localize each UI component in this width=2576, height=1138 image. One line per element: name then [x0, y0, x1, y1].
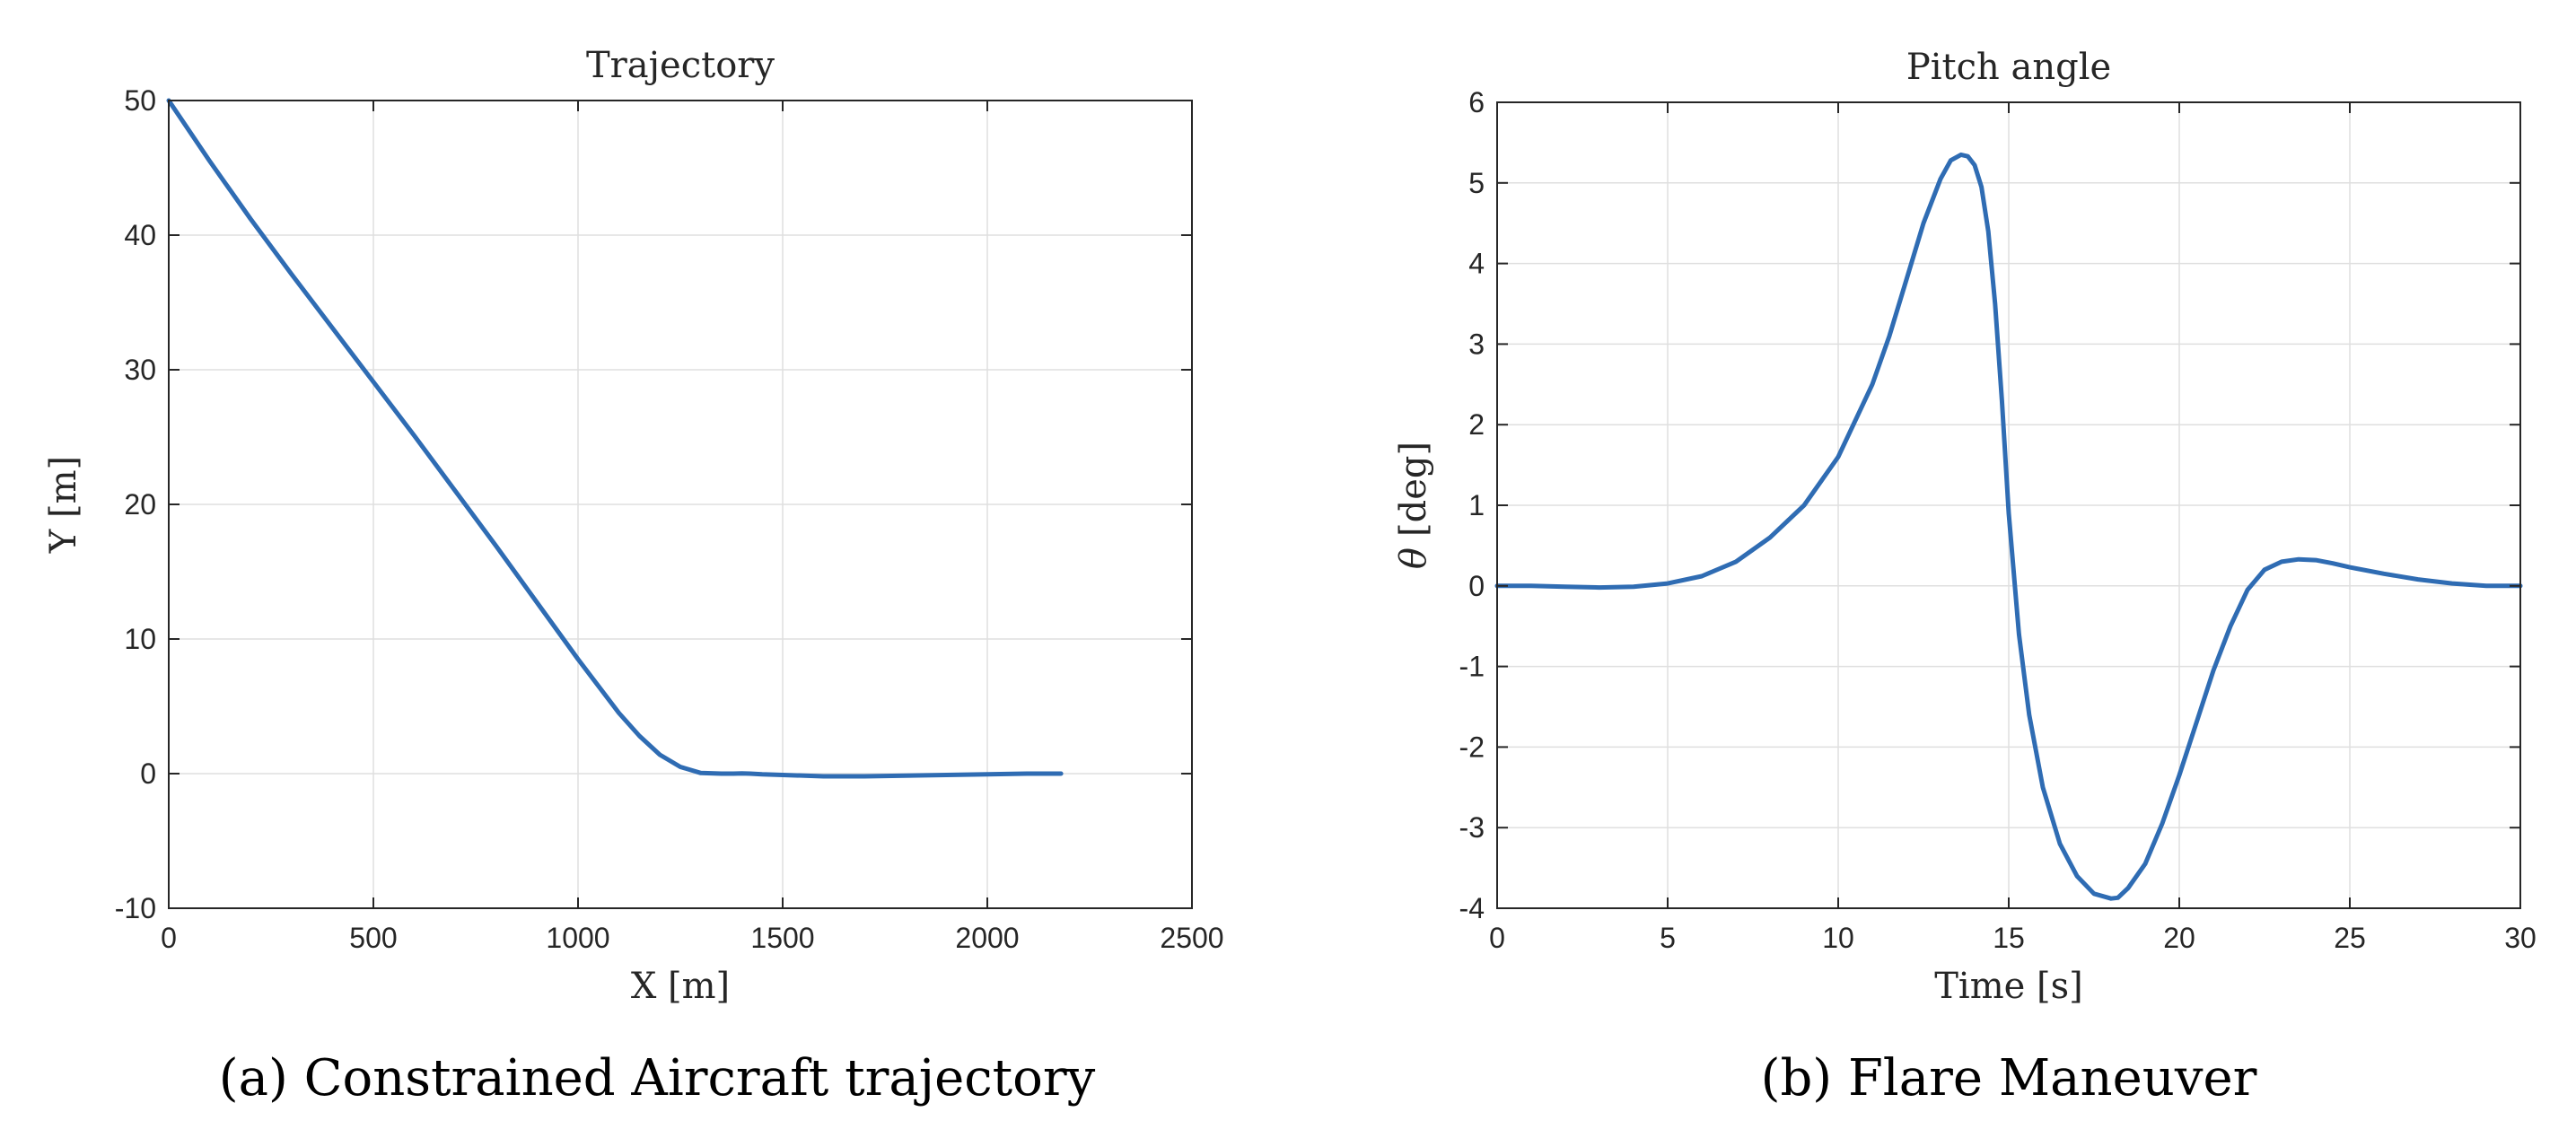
chart-b-ylabel-unit: [deg]	[1393, 442, 1434, 537]
y-tick-label: 1	[1468, 489, 1485, 521]
chart-a-xlabel: X [m]	[631, 966, 730, 1007]
series-line-0	[166, 98, 1064, 779]
y-tick-label: -4	[1459, 892, 1485, 924]
y-tick-label: -3	[1459, 811, 1485, 844]
y-tick-label: 20	[124, 488, 156, 521]
y-tick-label: 6	[1468, 86, 1485, 118]
y-tick-label: 50	[124, 84, 156, 117]
y-tick-label: 0	[1468, 570, 1485, 602]
x-tick-label: 0	[161, 922, 177, 954]
y-tick-label: 3	[1468, 328, 1485, 360]
y-tick-label: 5	[1468, 167, 1485, 199]
x-tick-label: 25	[2334, 922, 2366, 954]
y-tick-label: 0	[140, 757, 156, 790]
y-tick-label: -2	[1459, 731, 1485, 763]
x-tick-label: 2500	[1160, 922, 1223, 954]
chart-a-series	[166, 98, 1064, 779]
x-tick-label: 1000	[546, 922, 609, 954]
x-tick-label: 5	[1660, 922, 1676, 954]
y-tick-label: 10	[124, 623, 156, 655]
y-tick-label: -10	[115, 892, 156, 924]
chart-b-xlabel: Time [s]	[1934, 966, 2083, 1007]
x-tick-label: 0	[1489, 922, 1505, 954]
y-tick-label: 4	[1468, 248, 1485, 280]
chart-b-ticks: 0 5 10 15 20 25 30 -4 -3 -2 -1 0 1 2 3 4 5 6	[1459, 86, 2537, 954]
x-tick-label: 30	[2504, 922, 2537, 954]
y-tick-label: 30	[124, 354, 156, 386]
x-tick-label: 1500	[750, 922, 814, 954]
x-tick-label: 2000	[955, 922, 1019, 954]
chart-b-title: Pitch angle	[1906, 47, 2111, 88]
chart-b-ylabel: θ [deg]	[1393, 442, 1434, 569]
chart-b-caption: (b) Flare Maneuver	[1761, 1049, 2257, 1107]
chart-a-grid	[168, 100, 1193, 909]
x-tick-label: 10	[1822, 922, 1854, 954]
chart-a-ylabel: Y [m]	[43, 456, 84, 554]
y-tick-label: 2	[1468, 408, 1485, 441]
y-tick-label: 40	[124, 219, 156, 251]
chart-b-series	[1494, 152, 2523, 901]
chart-a-caption: (a) Constrained Aircraft trajectory	[219, 1049, 1096, 1107]
x-tick-label: 15	[1993, 922, 2025, 954]
x-tick-label: 20	[2163, 922, 2195, 954]
chart-b-ylabel-symbol: θ	[1393, 547, 1434, 569]
y-tick-label: -1	[1459, 651, 1485, 683]
chart-a-title: Trajectory	[586, 45, 775, 86]
series-line-0	[1494, 152, 2523, 901]
x-tick-label: 500	[349, 922, 397, 954]
